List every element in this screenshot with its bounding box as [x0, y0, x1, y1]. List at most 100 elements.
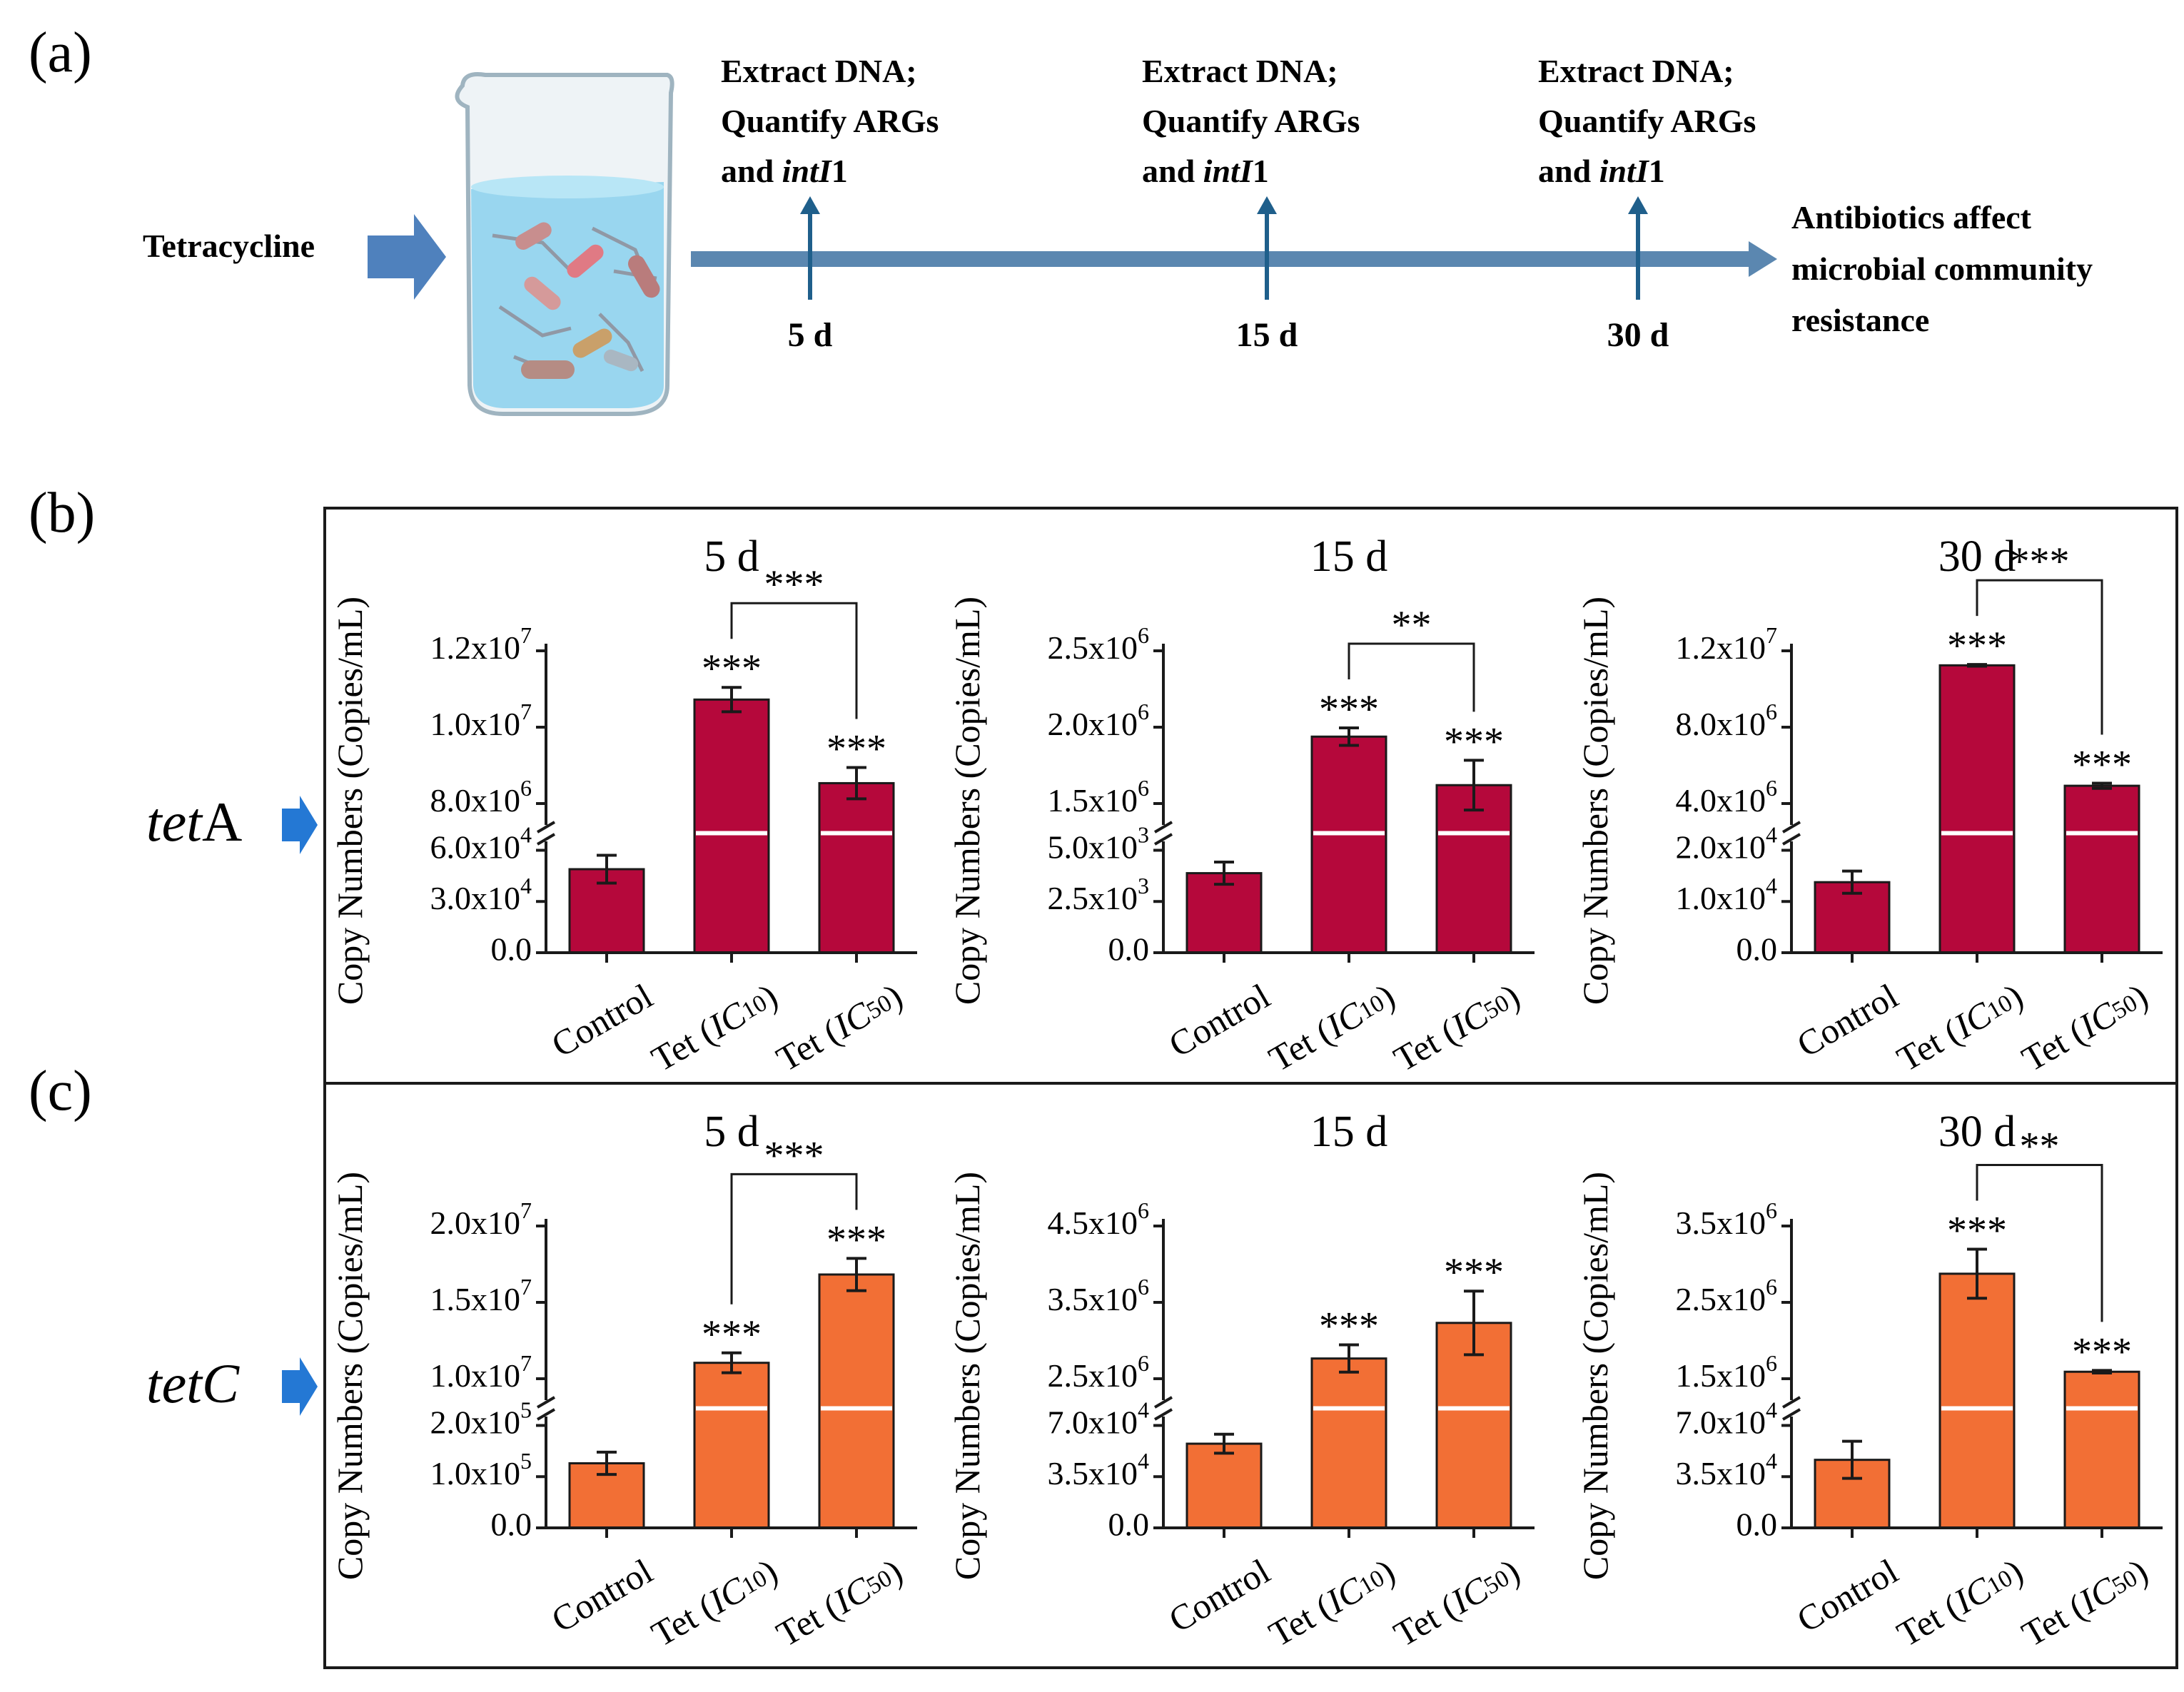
- tick-mantissa: 1.0x10: [430, 1357, 521, 1394]
- y-tick-label: 6.0x104: [430, 822, 532, 865]
- significance-stars-2: ***: [1444, 719, 1504, 764]
- tick-mantissa: 3.5x10: [1048, 1455, 1138, 1491]
- significance-stars-1: ***: [1319, 687, 1379, 731]
- step-line-3-gene: intI: [782, 153, 833, 189]
- category-text: Control: [545, 976, 659, 1065]
- category-label-0: Control: [1162, 1551, 1276, 1640]
- y-tick-label: 2.5x106: [1048, 1350, 1150, 1393]
- tick-mantissa: 2.5x10: [1676, 1281, 1766, 1317]
- tick-mantissa: 1.0x10: [430, 706, 521, 742]
- bar-2: [1435, 784, 1512, 954]
- y-tick-label: 8.0x106: [430, 775, 532, 818]
- category-label-1: Tet (IC10): [1890, 976, 2029, 1079]
- significance-stars-1: ***: [702, 1312, 762, 1357]
- category-label-0: Control: [1162, 976, 1276, 1065]
- y-tick-label: 1.0x107: [430, 699, 532, 741]
- tick-exponent: 6: [1138, 699, 1149, 724]
- tick-exponent: 5: [520, 1449, 532, 1474]
- y-tick-label: 4.5x106: [1048, 1197, 1150, 1240]
- tick-exponent: 7: [520, 1350, 532, 1376]
- chart-title: 15 d: [1310, 532, 1388, 581]
- y-tick-label: 0.0: [1108, 1506, 1150, 1543]
- y-tick-label: 8.0x106: [1676, 699, 1778, 741]
- y-tick-label: 2.0x104: [1676, 822, 1778, 865]
- tick-exponent: 6: [520, 775, 532, 801]
- y-tick-label: 3.0x104: [430, 873, 532, 916]
- comparison-bracket: [1348, 642, 1475, 712]
- tick-mantissa: 3.5x10: [1048, 1281, 1138, 1317]
- category-label-1: Tet (IC10): [1262, 976, 1401, 1079]
- tick-mantissa: 2.5x10: [1048, 880, 1138, 916]
- gene-label-italic: tet: [146, 791, 203, 853]
- tick-exponent: 6: [1138, 1350, 1149, 1376]
- tick-mantissa: 4.5x10: [1048, 1205, 1138, 1241]
- tick-mantissa: 4.0x10: [1676, 782, 1766, 819]
- y-tick-label: 7.0x104: [1048, 1397, 1150, 1440]
- category-label-0: Control: [545, 1551, 659, 1640]
- y-tick-label: 1.2x107: [1676, 622, 1778, 665]
- y-tick-label: 3.5x104: [1676, 1449, 1778, 1491]
- category-label-0: Control: [1790, 1551, 1904, 1640]
- tick-exponent: 6: [1138, 622, 1149, 648]
- gene-label-normal: A: [202, 791, 242, 853]
- comparison-bracket: [730, 602, 858, 719]
- tick-exponent: 4: [1766, 822, 1777, 848]
- step-arrow-up-icon: [1628, 196, 1648, 214]
- comparison-stars: ***: [764, 562, 824, 607]
- axis-break-mark: [1781, 1396, 1801, 1409]
- step-line-3: and intI1: [1142, 153, 1269, 189]
- tick-mantissa: 1.0x10: [430, 1455, 521, 1491]
- outcome-line-2: microbial community: [1791, 250, 2093, 287]
- category-label-2: Tet (IC50): [769, 976, 909, 1079]
- step-line-3-num: 1: [1649, 153, 1665, 189]
- step-line-3-and: and: [1538, 153, 1599, 189]
- comparison-bracket: [1976, 579, 2103, 735]
- step-line-1: Extract DNA;: [721, 53, 917, 89]
- category-text: Control: [1790, 1551, 1904, 1640]
- chart-tetC-15d: 15 d Copy Numbers (Copies/mL) *** *** 0.0 3.5…: [947, 1108, 1535, 1654]
- gene-label-0: tetA: [146, 791, 242, 853]
- gene-arrow-icon: [282, 1357, 318, 1416]
- tick-mantissa: 6.0x10: [430, 829, 521, 865]
- y-tick-label: 1.2x107: [430, 622, 532, 665]
- tick-mantissa: 1.5x10: [430, 1281, 521, 1317]
- y-tick-label: 7.0x104: [1676, 1397, 1778, 1440]
- significance-stars-1: ***: [1947, 1209, 2007, 1253]
- chart-title: 30 d: [1938, 532, 2016, 581]
- significance-stars-1: ***: [1947, 624, 2007, 668]
- axis-break-mark: [1781, 1408, 1801, 1421]
- axis-break-mark: [536, 1408, 556, 1421]
- tick-mantissa: 1.5x10: [1048, 782, 1138, 819]
- tick-exponent: 4: [1766, 873, 1777, 899]
- axis-break-mark: [1153, 821, 1173, 834]
- charts-frame: [323, 507, 2178, 1669]
- tick-exponent: 4: [1766, 1397, 1777, 1423]
- tick-mantissa: 8.0x10: [430, 782, 521, 819]
- tick-exponent: 6: [1766, 1274, 1777, 1300]
- tick-exponent: 6: [1766, 699, 1777, 724]
- tick-mantissa: 8.0x10: [1676, 706, 1766, 742]
- axis-break-mark: [536, 833, 556, 846]
- tick-exponent: 7: [520, 699, 532, 724]
- tick-exponent: 5: [520, 1397, 532, 1423]
- timepoint-step-1: Extract DNA; Quantify ARGs and intI1 15 d: [1142, 53, 1360, 354]
- y-tick-label: 0.0: [1108, 931, 1150, 968]
- tick-exponent: 4: [1766, 1449, 1777, 1474]
- y-axis-label: Copy Numbers (Copies/mL): [1575, 1172, 1615, 1580]
- tick-mantissa: 2.0x10: [1676, 829, 1766, 865]
- step-line-3-gene: intI: [1599, 153, 1650, 189]
- comparison-bracket: [1976, 1164, 2103, 1322]
- panel-label-a: (a): [29, 21, 92, 84]
- category-label-1: Tet (IC10): [644, 976, 784, 1079]
- significance-stars-2: ***: [2072, 1329, 2132, 1374]
- y-tick-label: 3.5x106: [1676, 1197, 1778, 1240]
- y-axis-label: Copy Numbers (Copies/mL): [947, 597, 987, 1005]
- panel-label-b: (b): [29, 482, 95, 544]
- y-tick-label: 2.5x103: [1048, 873, 1150, 916]
- y-tick-label: 0.0: [1736, 1506, 1778, 1543]
- step-line-3: and intI1: [721, 153, 848, 189]
- tick-mantissa: 3.5x10: [1676, 1205, 1766, 1241]
- outcome-line-3: resistance: [1791, 302, 1929, 338]
- tick-mantissa: 2.0x10: [430, 1205, 521, 1241]
